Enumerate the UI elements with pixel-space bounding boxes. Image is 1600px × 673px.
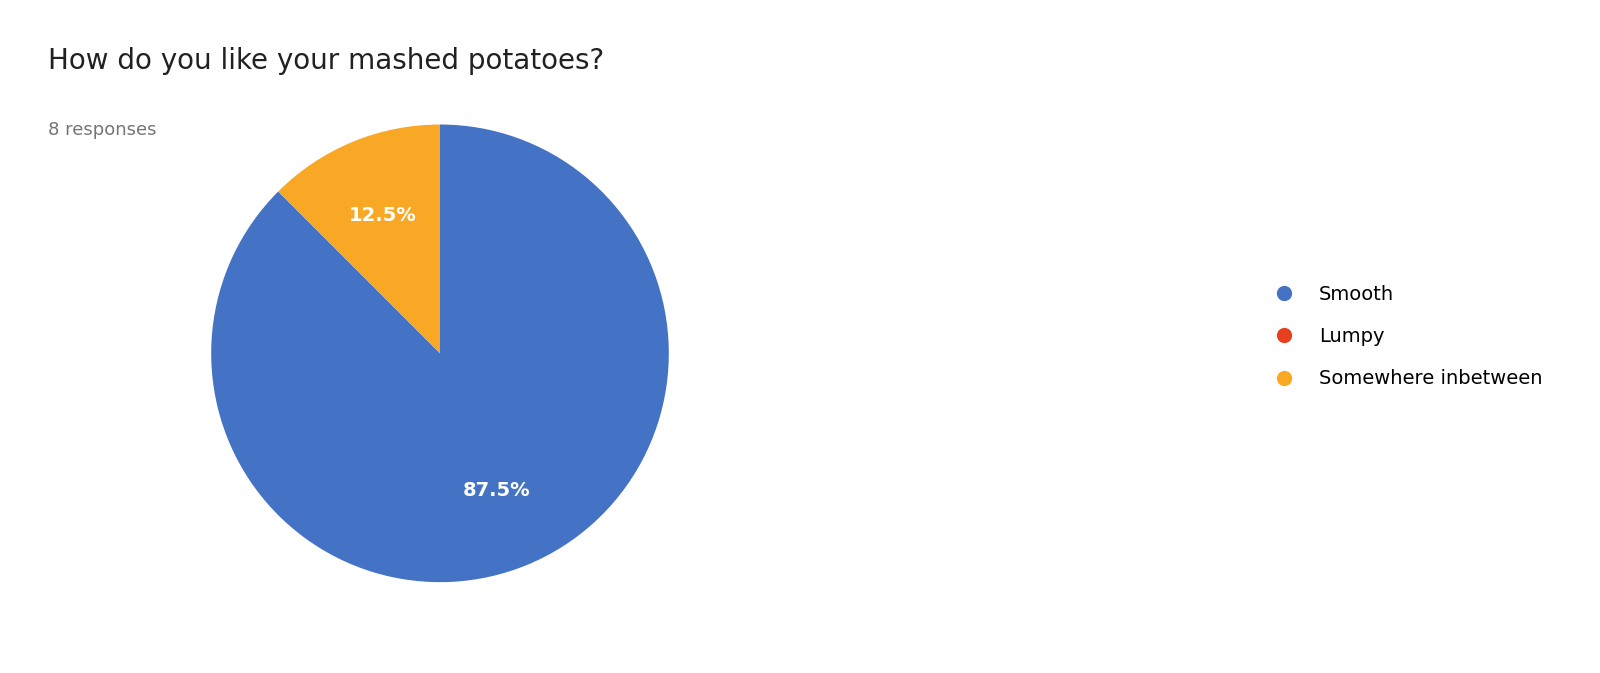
Text: How do you like your mashed potatoes?: How do you like your mashed potatoes? [48,47,605,75]
Text: 8 responses: 8 responses [48,121,157,139]
Text: 87.5%: 87.5% [462,481,531,500]
Text: 12.5%: 12.5% [349,207,418,225]
Wedge shape [278,192,440,353]
Wedge shape [211,125,669,582]
Legend: Smooth, Lumpy, Somewhere inbetween: Smooth, Lumpy, Somewhere inbetween [1264,285,1542,388]
Wedge shape [278,125,440,353]
